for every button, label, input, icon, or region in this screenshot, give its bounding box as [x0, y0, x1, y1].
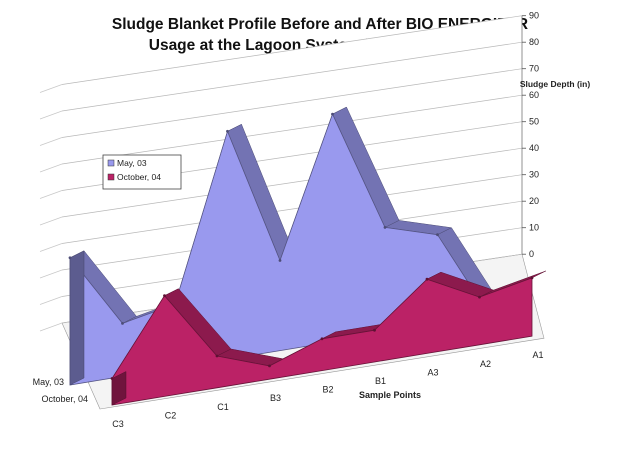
x-tick-label-c3: C3 — [112, 419, 124, 429]
data-point-october-04-b2 — [320, 337, 324, 341]
data-point-may-03-b2 — [278, 259, 282, 262]
data-point-october-04-a3 — [425, 277, 429, 281]
data-point-october-04-c3 — [110, 377, 114, 380]
x-tick-label-a2: A2 — [480, 359, 491, 369]
legend-box — [102, 154, 182, 190]
side-gridline-40 — [39, 216, 63, 226]
side-gridline-90 — [39, 84, 63, 93]
series-october-04-group — [110, 270, 547, 406]
z-tick-label-60: 60 — [529, 90, 539, 100]
legend-label-may-03: May, 03 — [117, 158, 147, 168]
gridline-90 — [61, 15, 523, 85]
data-point-may-03-b3 — [226, 129, 229, 133]
data-point-may-03-a3 — [383, 226, 387, 229]
data-point-october-04-a2 — [478, 295, 481, 299]
data-point-october-04-a1 — [530, 276, 534, 280]
gridline-30 — [61, 174, 523, 244]
legend-swatch-october-04 — [107, 173, 115, 181]
side-gridline-0 — [39, 322, 63, 332]
series-axis-label-may-03: May, 03 — [33, 377, 64, 387]
data-point-october-04-b3 — [268, 364, 271, 368]
data-point-october-04-c1 — [215, 354, 219, 358]
series-may-03-end-cap — [69, 250, 85, 386]
chart-title-line-1: Sludge Blanket Profile Before and After … — [111, 16, 529, 33]
series-axis-label-october-04: October, 04 — [41, 394, 88, 404]
data-point-may-03-a2 — [436, 233, 439, 237]
side-gridline-20 — [39, 269, 63, 279]
legend-label-october-04: October, 04 — [117, 172, 161, 182]
legend-swatch-may-03 — [107, 159, 115, 167]
x-tick-label-b3: B3 — [270, 393, 281, 403]
x-tick-label-a3: A3 — [427, 367, 438, 377]
gridline-80 — [61, 41, 523, 112]
z-tick-label-40: 40 — [529, 143, 539, 153]
z-tick-label-30: 30 — [529, 170, 539, 180]
x-tick-label-b2: B2 — [322, 385, 333, 395]
z-axis-label: Sludge Depth (in) — [520, 79, 591, 89]
gridline-60 — [61, 94, 523, 165]
gridline-70 — [61, 68, 523, 138]
legend: May, 03 October, 04 — [102, 154, 182, 190]
side-gridline-10 — [39, 296, 63, 305]
z-tick-label-50: 50 — [529, 117, 539, 127]
data-point-may-03-c2 — [121, 322, 124, 325]
z-tick-label-10: 10 — [529, 223, 539, 233]
z-tick-label-80: 80 — [529, 37, 539, 47]
side-gridline-80 — [39, 110, 63, 120]
x-axis-label: Sample Points — [359, 390, 421, 400]
z-tick-label-90: 90 — [529, 11, 539, 21]
x-tick-label-c2: C2 — [165, 410, 177, 420]
data-point-october-04-b1 — [373, 328, 376, 332]
side-gridline-60 — [39, 163, 63, 173]
series-october-04 — [110, 270, 547, 406]
data-point-may-03-b1 — [331, 112, 334, 116]
side-gridline-50 — [39, 190, 63, 199]
x-tick-label-b1: B1 — [375, 376, 386, 386]
side-gridline-70 — [39, 137, 63, 146]
axes: C3 C2 C1 B3 B2 B1 A3 A2 A1 Sample Points 0 10 20 30 40… — [33, 11, 591, 429]
side-gridline-30 — [39, 243, 63, 252]
data-point-october-04-c2 — [163, 294, 166, 298]
gridlines — [39, 15, 523, 332]
z-tick-label-0: 0 — [529, 249, 534, 259]
z-tick-label-70: 70 — [529, 64, 539, 74]
gridline-40 — [61, 147, 523, 218]
z-tick-label-20: 20 — [529, 196, 539, 206]
x-tick-label-c1: C1 — [217, 402, 229, 412]
data-point-may-03-c3 — [68, 256, 72, 260]
series-october-04-end-cap — [111, 371, 127, 406]
x-tick-label-a1: A1 — [532, 350, 543, 360]
